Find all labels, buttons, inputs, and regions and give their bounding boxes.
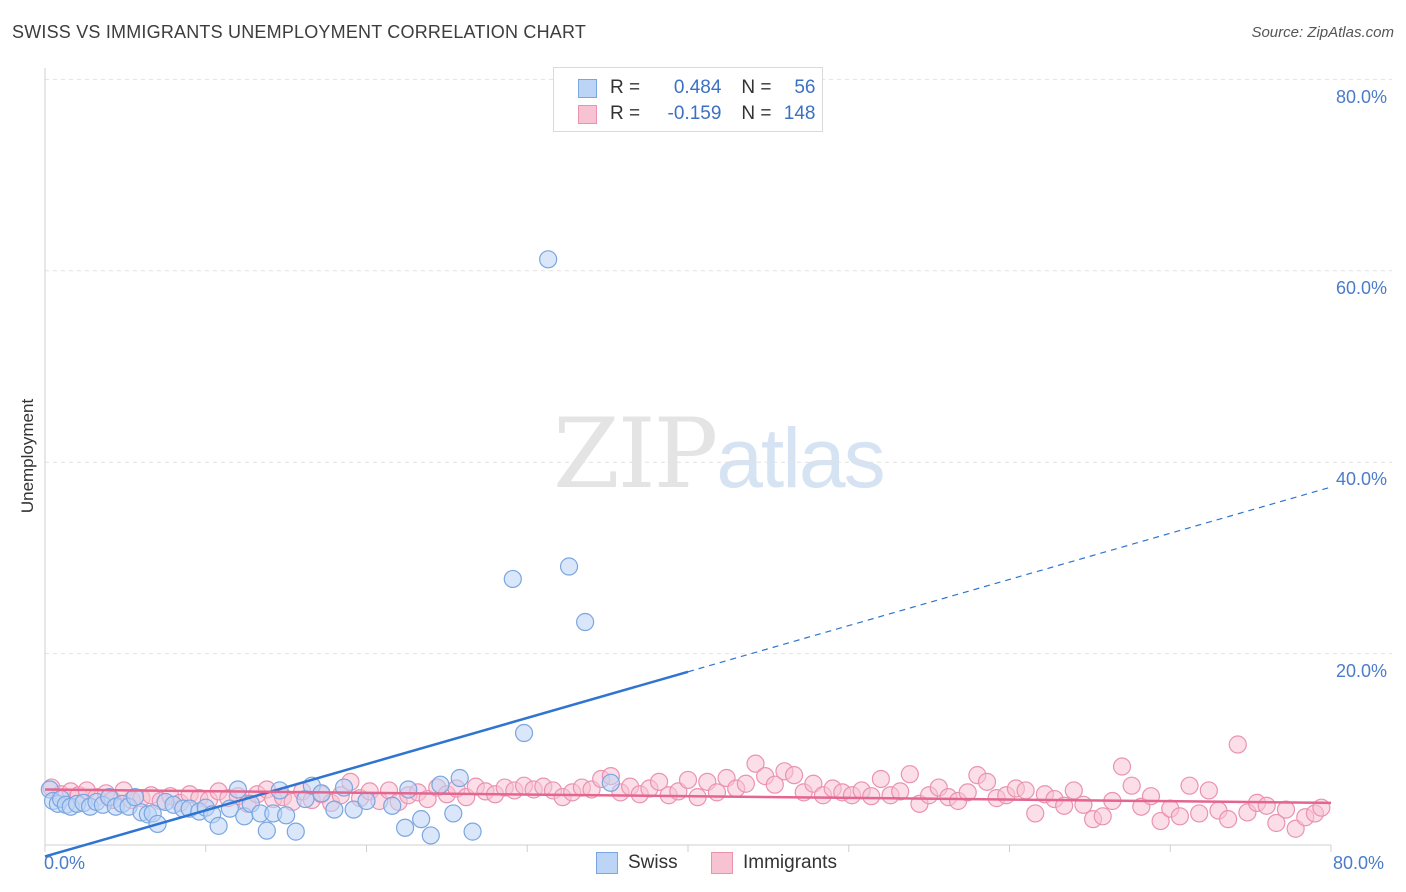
immigrants-point-90 xyxy=(900,765,919,784)
immigrants-point-127 xyxy=(1257,796,1276,815)
swiss-point-41 xyxy=(325,800,344,819)
swiss-point-29 xyxy=(228,780,247,799)
immigrants-r-value: -0.159 xyxy=(667,103,722,124)
immigrants-point-124 xyxy=(1228,735,1247,754)
swiss-point-46 xyxy=(395,818,415,837)
immigrants-point-119 xyxy=(1180,776,1199,795)
legend-item-swiss: Swiss xyxy=(596,852,678,874)
swiss-point-55 xyxy=(514,723,534,743)
source-label: Source: ZipAtlas.com xyxy=(1251,24,1394,41)
immigrants-point-129 xyxy=(1276,800,1296,819)
immigrants-point-116 xyxy=(1151,811,1170,831)
swiss-n-label: N = xyxy=(741,77,772,98)
immigrants-point-78 xyxy=(784,766,804,785)
y-tick-label-20: 20.0% xyxy=(1336,661,1388,681)
swiss-point-51 xyxy=(444,804,463,823)
immigrants-point-73 xyxy=(736,774,755,793)
immigrants-point-67 xyxy=(678,770,698,790)
immigrants-point-106 xyxy=(1055,796,1074,815)
immigrants-swatch xyxy=(578,104,597,124)
immigrants-point-113 xyxy=(1122,776,1141,795)
immigrants-n-value: 148 xyxy=(783,103,816,124)
immigrants-point-102 xyxy=(1016,781,1035,800)
stats-legend: R = 0.484 N = 56 R = -0.159 N = 148 xyxy=(553,67,823,132)
immigrants-point-108 xyxy=(1074,795,1093,814)
legend-item-immigrants: Immigrants xyxy=(711,852,837,874)
immigrants-point-128 xyxy=(1267,813,1286,833)
swiss-point-48 xyxy=(412,810,431,829)
immigrants-point-110 xyxy=(1093,807,1112,826)
legend-row-immigrants: R = -0.159 N = 148 xyxy=(578,102,816,126)
immigrants-point-86 xyxy=(862,787,881,806)
immigrants-point-118 xyxy=(1170,807,1189,826)
swiss-point-52 xyxy=(450,768,469,788)
immigrants-n-label: N = xyxy=(741,103,772,124)
swiss-legend-swatch xyxy=(596,852,618,874)
swiss-n-value: 56 xyxy=(794,77,816,98)
immigrants-point-76 xyxy=(765,775,784,794)
watermark: ZIPatlas xyxy=(553,398,886,510)
swiss-point-43 xyxy=(344,800,363,819)
swiss-swatch xyxy=(578,78,597,98)
swiss-r-value: 0.484 xyxy=(673,77,722,98)
swiss-point-47 xyxy=(399,780,418,799)
watermark-atlas: atlas xyxy=(716,411,885,505)
swiss-r-label: R = xyxy=(610,77,641,98)
swiss-point-15 xyxy=(125,788,145,807)
swiss-point-57 xyxy=(559,557,579,576)
swiss-point-45 xyxy=(383,796,402,815)
swiss-point-58 xyxy=(576,612,595,632)
watermark-zip: ZIP xyxy=(553,398,718,510)
swiss-point-36 xyxy=(277,806,296,825)
immigrants-point-96 xyxy=(958,783,977,802)
immigrants-point-74 xyxy=(746,754,765,773)
immigrants-point-64 xyxy=(649,772,669,791)
y-tick-label-40: 40.0% xyxy=(1336,469,1388,489)
immigrants-point-120 xyxy=(1190,804,1209,823)
swiss-point-27 xyxy=(209,816,228,835)
immigrants-point-87 xyxy=(871,769,891,789)
swiss-point-44 xyxy=(357,791,376,811)
legend-row-swiss: R = 0.484 N = 56 xyxy=(578,76,816,100)
swiss-point-53 xyxy=(463,822,482,841)
immigrants-trend-line xyxy=(44,788,1332,805)
swiss-point-59 xyxy=(601,773,620,792)
y-tick-label-80: 80.0% xyxy=(1336,87,1388,107)
swiss-point-54 xyxy=(503,569,522,589)
immigrants-point-112 xyxy=(1112,757,1132,776)
immigrants-point-98 xyxy=(977,772,997,791)
swiss-point-49 xyxy=(421,826,440,845)
immigrants-point-123 xyxy=(1219,810,1238,829)
swiss-point-56 xyxy=(539,250,558,269)
x-tick-label-min: 0.0% xyxy=(44,853,86,873)
y-tick-label-60: 60.0% xyxy=(1336,278,1388,298)
swiss-point-33 xyxy=(257,821,276,840)
immigrants-r-label: R = xyxy=(610,103,641,124)
immigrants-legend-label: Immigrants xyxy=(743,852,837,873)
x-tick-label-max: 80.0% xyxy=(1333,853,1385,873)
swiss-trend-line xyxy=(44,670,689,858)
immigrants-point-70 xyxy=(707,783,727,802)
swiss-point-50 xyxy=(431,775,450,794)
immigrants-point-103 xyxy=(1026,804,1045,823)
chart-title: SWISS VS IMMIGRANTS UNEMPLOYMENT CORRELA… xyxy=(12,22,587,42)
swiss-trend-extension xyxy=(687,486,1332,673)
swiss-point-37 xyxy=(286,822,305,841)
immigrants-legend-swatch xyxy=(711,852,733,874)
immigrants-point-107 xyxy=(1064,781,1083,800)
immigrants-point-89 xyxy=(891,782,910,801)
swiss-legend-label: Swiss xyxy=(628,852,678,873)
immigrants-point-121 xyxy=(1199,781,1218,800)
